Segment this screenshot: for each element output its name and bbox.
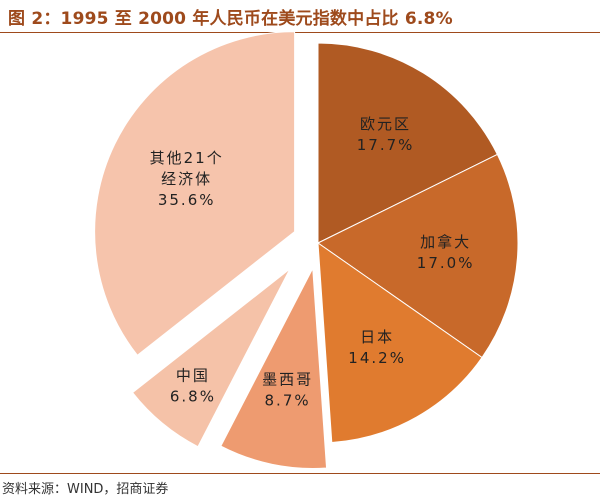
figure-source: 资料来源：WIND，招商证券 — [2, 482, 169, 497]
pie-slice-3 — [220, 266, 328, 469]
pie-slice-4 — [131, 268, 291, 448]
slice-name-label: 其他21个 — [150, 149, 224, 167]
slice-value-label: 17.0% — [417, 254, 475, 272]
slice-value-label: 35.6% — [158, 191, 216, 209]
pie-slice-0 — [317, 42, 498, 244]
figure-title: 图 2：1995 至 2000 年人民币在美元指数中占比 6.8% — [8, 9, 453, 29]
slice-label-0: 欧元区 17.7% — [357, 115, 415, 154]
slice-label-5: 其他21个经济体 35.6% — [150, 149, 224, 209]
slice-value-label: 14.2% — [348, 349, 406, 367]
slice-label-4: 中国 6.8% — [170, 367, 216, 406]
slice-name-label: 欧元区 — [360, 115, 411, 133]
source-divider — [0, 473, 600, 474]
pie-labels: 欧元区 17.7% 加拿大 17.0% 日本 14.2% 墨西哥 8.7% 中国 6.8% 其他21… — [150, 115, 475, 410]
pie-slice-5 — [94, 31, 296, 356]
slice-name-label: 加拿大 — [420, 233, 471, 251]
slice-value-label: 6.8% — [170, 388, 216, 406]
slice-name-label: 墨西哥 — [262, 370, 313, 388]
slice-value-label: 8.7% — [265, 391, 311, 409]
pie-slice-1 — [317, 153, 519, 359]
slice-label-1: 加拿大 17.0% — [417, 233, 475, 272]
pie-slices — [94, 31, 519, 469]
slice-name-label: 经济体 — [161, 170, 212, 188]
slice-label-2: 日本 14.2% — [348, 328, 406, 367]
slice-name-label: 中国 — [176, 367, 210, 385]
slice-value-label: 17.7% — [357, 136, 415, 154]
slice-name-label: 日本 — [360, 328, 394, 346]
slice-label-3: 墨西哥 8.7% — [262, 370, 313, 409]
pie-slice-2 — [317, 241, 483, 444]
title-divider — [0, 32, 600, 33]
